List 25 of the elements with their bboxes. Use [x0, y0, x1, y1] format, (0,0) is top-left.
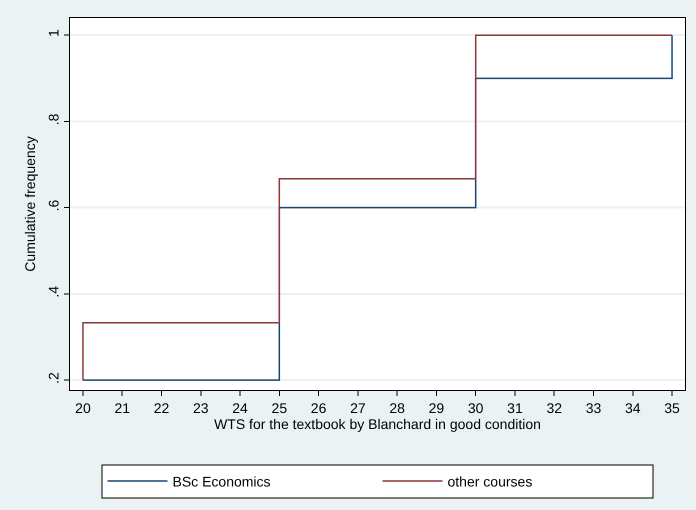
x-tick-label: 25: [272, 400, 288, 416]
x-axis-title: WTS for the textbook by Blanchard in good condition: [214, 416, 541, 432]
x-tick-label: 33: [586, 400, 602, 416]
y-axis-title: Cumulative frequency: [22, 136, 38, 272]
legend-label: BSc Economics: [172, 473, 271, 490]
x-tick-label: 21: [114, 400, 130, 416]
x-tick-label: 20: [75, 400, 91, 416]
y-tick-label: .6: [45, 200, 62, 212]
y-tick-label: .4: [45, 286, 62, 298]
x-tick-label: 26: [310, 400, 327, 416]
x-tick-label: 31: [507, 400, 523, 416]
x-tick-label: 34: [624, 400, 641, 416]
x-tick-label: 32: [546, 400, 562, 416]
x-tick-label: 29: [428, 400, 444, 416]
x-tick-label: 28: [389, 400, 406, 416]
x-tick-label: 22: [154, 400, 170, 416]
y-tick-label: .2: [45, 372, 62, 384]
x-tick-label: 23: [192, 400, 209, 416]
y-tick-label: .8: [45, 113, 62, 126]
x-tick-label: 27: [350, 400, 366, 416]
x-tick-label: 35: [664, 400, 680, 416]
x-tick-label: 30: [468, 400, 484, 416]
legend-label: other courses: [448, 473, 532, 490]
x-tick-label: 24: [232, 400, 248, 416]
y-tick-label: 1: [45, 29, 62, 38]
